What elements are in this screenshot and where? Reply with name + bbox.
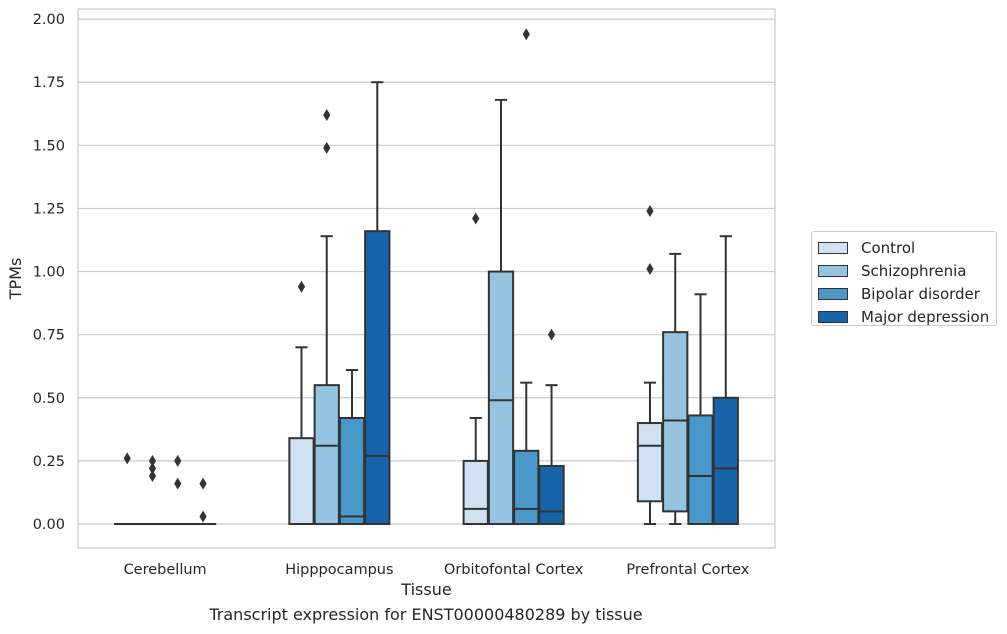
box-major-depression [712, 235, 739, 526]
outlier-point [148, 454, 157, 467]
legend-swatch-bipolar-disorder [818, 287, 848, 300]
box-bipolar-disorder [513, 28, 540, 526]
box-iqr [462, 459, 489, 526]
gridlines [78, 18, 775, 525]
box-iqr [712, 396, 739, 526]
y-tick-label: 0.25 [33, 454, 65, 470]
outlier-point [174, 454, 182, 467]
outlier-point [646, 263, 654, 276]
legend-swatch-control [818, 241, 848, 254]
y-tick-label: 0.75 [33, 328, 65, 344]
y-tick-label: 1.25 [33, 201, 65, 217]
box-major-depression [538, 328, 565, 526]
legend-item-control: Control [818, 236, 996, 259]
y-tick-label: 0.00 [33, 517, 65, 533]
y-tick-label: 0.50 [33, 391, 65, 407]
outlier-point [148, 462, 157, 475]
legend-label-bipolar-disorder: Bipolar disorder [861, 284, 980, 303]
x-axis-label: Tissue [400, 580, 451, 599]
y-tick-label: 2.00 [33, 12, 65, 28]
box-iqr [538, 464, 565, 526]
box-iqr [687, 414, 714, 526]
outlier-point [547, 328, 556, 341]
box-bipolar-disorder [338, 369, 366, 526]
box-bipolar-disorder [687, 293, 714, 526]
chart-caption: Transcript expression for ENST0000048028… [209, 605, 643, 624]
outlier-point [174, 477, 182, 490]
legend-label-control: Control [861, 238, 916, 257]
legend-label-major-depression: Major depression [861, 307, 990, 326]
x-tick-label: Hipppocampus [285, 562, 393, 578]
box-bipolar-disorder [164, 454, 191, 526]
x-tick-label: Prefrontal Cortex [626, 562, 749, 578]
box-schizophrenia [487, 98, 515, 526]
box-control [288, 280, 315, 526]
x-tick-label: Orbitofontal Cortex [444, 562, 584, 578]
y-tick-label: 1.50 [33, 138, 65, 154]
x-tick-label: Cerebellum [124, 562, 207, 578]
legend-swatch-major-depression [818, 310, 848, 323]
box-schizophrenia [139, 454, 166, 526]
legend-item-schizophrenia: Schizophrenia [818, 259, 996, 282]
box-iqr [636, 422, 664, 503]
box-control [462, 212, 489, 526]
outlier-point [472, 212, 480, 225]
y-tick-labels: 0.00 0.25 0.50 0.75 1.00 1.25 1.50 1.75 2.00 [33, 12, 65, 533]
y-axis-label: TPMs [6, 258, 25, 301]
outlier-point [148, 470, 157, 483]
outlier-point [323, 109, 331, 122]
box-major-depression [364, 81, 391, 526]
box-major-depression [189, 477, 217, 526]
outlier-point [323, 141, 331, 154]
outlier-point [199, 510, 207, 523]
box-control [114, 452, 141, 526]
legend-item-bipolar-disorder: Bipolar disorder [818, 282, 996, 305]
box-schizophrenia [313, 109, 340, 526]
box-control [636, 204, 664, 526]
legend-swatch-schizophrenia [818, 264, 848, 277]
y-tick-label: 1.00 [33, 265, 65, 281]
box-iqr [513, 449, 540, 526]
y-tick-label: 1.75 [33, 75, 65, 91]
box-iqr [313, 384, 340, 526]
box-iqr [364, 230, 391, 526]
outlier-point [297, 280, 306, 293]
legend-label-schizophrenia: Schizophrenia [861, 261, 967, 280]
box-iqr [288, 437, 315, 526]
box-iqr [662, 331, 689, 513]
x-tick-labels: Cerebellum Hipppocampus Orbitofontal Corte… [124, 562, 750, 578]
outlier-point [522, 28, 530, 41]
outlier-point [646, 204, 654, 217]
outlier-point [199, 477, 207, 490]
legend: Control Schizophrenia Bipolar disorder M… [811, 231, 997, 326]
box-schizophrenia [662, 252, 689, 526]
outlier-point [123, 452, 131, 465]
box-iqr [338, 416, 366, 526]
plot-frame [77, 8, 776, 549]
legend-item-major-depression: Major depression [818, 305, 996, 328]
boxes [114, 28, 739, 526]
box-iqr [487, 270, 515, 526]
